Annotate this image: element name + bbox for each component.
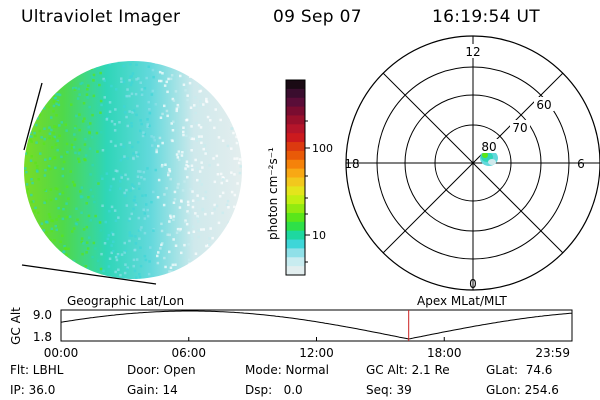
color-scale-segment — [286, 80, 305, 90]
timeline-ytick-1_8: 1.8 — [33, 330, 52, 344]
timeline-ytick-9: 9.0 — [33, 308, 52, 322]
color-scale-segment — [286, 257, 305, 267]
mlt-label-18: 18 — [344, 157, 359, 171]
color-scale-segment — [286, 106, 305, 117]
timeline-xtick-label: 00:00 — [44, 346, 79, 360]
color-scale-segment — [286, 266, 305, 276]
color-scale-segment — [286, 177, 305, 187]
info-filter: Flt: LBHL — [10, 363, 64, 377]
color-scale-segment — [286, 186, 305, 196]
color-scale-segment — [286, 150, 305, 161]
color-scale-segment — [286, 248, 305, 258]
info-gc-alt: GC Alt: 2.1 Re — [366, 363, 450, 377]
color-scale-segment — [286, 204, 305, 214]
color-scale-segment — [286, 97, 305, 108]
info-gain: Gain: 14 — [127, 383, 178, 397]
color-scale-segment — [286, 239, 305, 250]
timeline-xtick-label: 06:00 — [171, 346, 206, 360]
mlt-label-0: 0 — [469, 277, 477, 291]
auroral-oval-patch — [480, 150, 498, 166]
color-scale-segment — [286, 212, 305, 223]
color-scale-segment — [286, 133, 305, 143]
timeline-xtick-label: 18:00 — [427, 346, 462, 360]
timeline-xticks: 00:00 06:00 12:00 18:00 23:59 — [44, 337, 573, 360]
lat-label-60: 60 — [536, 98, 551, 112]
timeline-frame — [60, 309, 573, 342]
info-glon: GLon: 254.6 — [486, 383, 559, 397]
color-scale-segment — [286, 195, 305, 205]
lat-label-70: 70 — [512, 121, 527, 135]
mlt-label-6: 6 — [577, 157, 585, 171]
color-scale-segment — [286, 221, 305, 232]
color-scale-segment — [286, 88, 305, 99]
image-title: Ultraviolet Imager — [21, 7, 181, 27]
color-scale-segment — [286, 115, 305, 125]
limb-line-upper — [23, 82, 43, 151]
lat-label-80: 80 — [481, 140, 496, 154]
orbit-altitude-timeline: Geographic Lat/Lon Apex MLat/MLT 9.0 1.8… — [9, 294, 573, 360]
color-scale-segment — [286, 230, 305, 241]
limb-line-lower — [21, 264, 157, 285]
timeline-xtick-label: 23:59 — [535, 346, 570, 360]
color-scale-bar — [286, 80, 305, 276]
info-door: Door: Open — [127, 363, 196, 377]
timeline-left-title: Geographic Lat/Lon — [67, 294, 184, 308]
observation-date: 09 Sep 07 — [273, 7, 362, 27]
info-seq: Seq: 39 — [366, 383, 412, 397]
color-scale-segment — [286, 159, 305, 170]
info-glat: GLat: 74.6 — [486, 363, 553, 377]
color-scale-unit: photon cm⁻²s⁻¹ — [266, 147, 280, 240]
info-mode: Mode: Normal — [245, 363, 329, 377]
uv-earth-image — [24, 61, 242, 279]
color-scale-segment — [286, 142, 305, 152]
timeline-xtick-label: 12:00 — [299, 346, 334, 360]
timeline-ylabel: GC Alt — [9, 307, 23, 345]
observation-time: 16:19:54 UT — [432, 7, 540, 27]
color-scale-segment — [286, 168, 305, 179]
timeline-right-title: Apex MLat/MLT — [417, 294, 507, 308]
polar-plot: 12 18 6 0 60 70 80 — [344, 35, 600, 291]
info-ip: IP: 36.0 — [10, 383, 56, 397]
altitude-curve — [60, 310, 573, 340]
color-scale-label-100: 100 — [312, 142, 333, 155]
info-dsp: Dsp: 0.0 — [245, 383, 303, 397]
mlt-label-12: 12 — [465, 45, 480, 59]
color-scale-frame — [285, 79, 306, 276]
color-scale-label-10: 10 — [312, 229, 326, 242]
color-scale-segment — [286, 124, 305, 134]
